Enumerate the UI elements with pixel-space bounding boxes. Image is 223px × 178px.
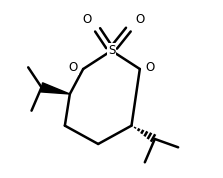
- Text: O: O: [135, 12, 145, 25]
- Text: O: O: [145, 61, 155, 74]
- Text: S: S: [108, 44, 115, 57]
- Text: O: O: [68, 61, 78, 74]
- Polygon shape: [40, 83, 70, 94]
- Text: O: O: [82, 12, 91, 25]
